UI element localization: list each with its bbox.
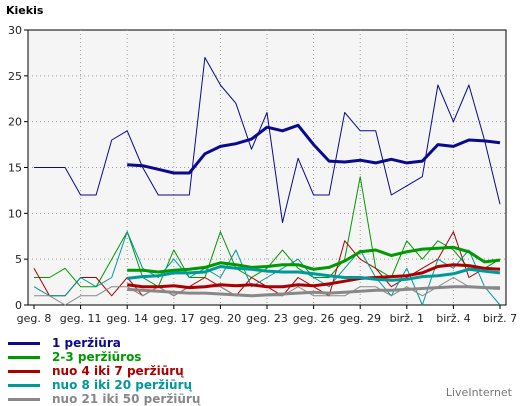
x-tick-label: geg. 17 <box>153 312 195 325</box>
series-line-daily-3 <box>33 231 501 306</box>
legend-label: nuo 4 iki 7 peržiūrų <box>52 364 184 378</box>
legend-label: 2-3 peržiūros <box>52 350 142 364</box>
legend-swatch <box>8 369 40 373</box>
series-line-daily-0 <box>34 57 501 223</box>
x-tick-label: birž. 1 <box>390 312 424 325</box>
y-tick-label: 15 <box>8 162 22 175</box>
series-line-average-3 <box>127 265 501 282</box>
chart: Kiekis 0 5 10 15 20 25 30 geg. 8 geg. 11 geg. 14… <box>6 4 517 325</box>
plot-area <box>27 29 507 306</box>
x-tick-label: geg. 20 <box>200 312 242 325</box>
y-tick-label: 0 <box>15 299 22 312</box>
legend-item: 2-3 peržiūros <box>8 350 200 364</box>
brand-label: LiveInternet <box>445 386 512 399</box>
series-line-average-1 <box>127 245 501 274</box>
series-group <box>33 57 501 306</box>
y-tick-label: 30 <box>8 24 22 37</box>
series-line-daily-1 <box>34 176 501 288</box>
y-axis-label: Kiekis <box>6 4 44 17</box>
legend-item: nuo 4 iki 7 peržiūrų <box>8 364 200 378</box>
x-axis: geg. 8 geg. 11 geg. 14 geg. 17 geg. 20 geg. 2… <box>17 305 517 325</box>
x-tick-label: birž. 7 <box>483 312 517 325</box>
legend-swatch <box>8 341 40 345</box>
legend-item: 1 peržiūra <box>8 336 200 350</box>
series-line-average-2 <box>127 263 501 290</box>
x-tick-label: geg. 29 <box>339 312 381 325</box>
y-tick-label: 5 <box>15 253 22 266</box>
x-tick-label: geg. 14 <box>106 312 148 325</box>
legend-swatch <box>8 355 40 359</box>
x-tick-label: geg. 11 <box>60 312 102 325</box>
legend-label: nuo 8 iki 20 peržiūrų <box>52 378 193 392</box>
x-tick-label: geg. 26 <box>293 312 335 325</box>
legend-item: nuo 21 iki 50 peržiūrų <box>8 392 200 406</box>
legend-item: nuo 8 iki 20 peržiūrų <box>8 378 200 392</box>
x-tick-label: geg. 8 <box>17 312 52 325</box>
legend-label: nuo 21 iki 50 peržiūrų <box>52 392 201 406</box>
legend-swatch <box>8 397 40 401</box>
series-line-average-0 <box>127 123 501 175</box>
y-tick-label: 10 <box>8 207 22 220</box>
legend-swatch <box>8 383 40 387</box>
y-tick-label: 25 <box>8 70 22 83</box>
legend-label: 1 peržiūra <box>52 336 121 350</box>
x-tick-label: geg. 23 <box>246 312 288 325</box>
y-axis: 0 5 10 15 20 25 30 <box>8 24 28 312</box>
legend: 1 peržiūra 2-3 peržiūros nuo 4 iki 7 per… <box>8 336 200 406</box>
x-tick-label: birž. 4 <box>436 312 470 325</box>
y-tick-label: 20 <box>8 116 22 129</box>
series-line-average-4 <box>127 285 501 298</box>
